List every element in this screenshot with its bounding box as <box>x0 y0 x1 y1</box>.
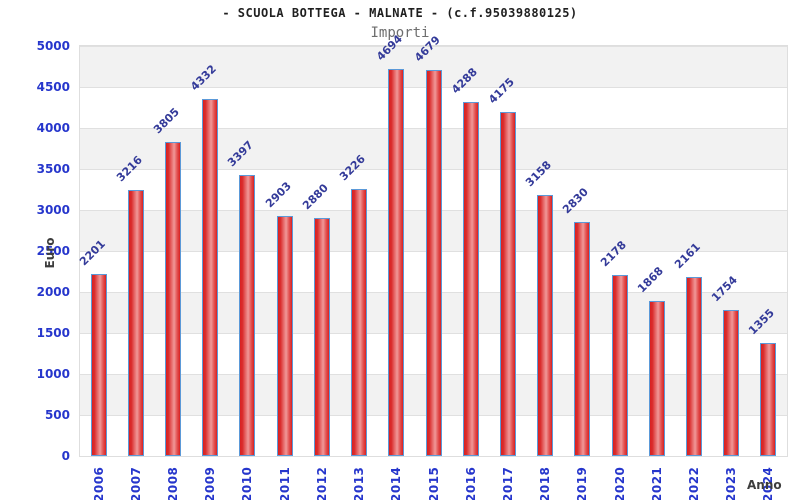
y-axis-tick-label: 1500 <box>36 326 70 340</box>
y-axis-tick-label: 2500 <box>36 244 70 258</box>
bar-2021 <box>649 301 665 456</box>
bar-value-label: 1355 <box>746 306 777 338</box>
bar-value-label: 2903 <box>263 179 294 211</box>
bar-2013 <box>351 189 367 456</box>
bar-2009 <box>202 99 218 456</box>
bar-value-label: 1868 <box>635 264 666 296</box>
chart-title: - SCUOLA BOTTEGA - MALNATE - (c.f.950398… <box>222 6 578 20</box>
x-axis-tick-label: 2009 <box>203 466 217 500</box>
bar-value-label: 2161 <box>672 240 703 272</box>
bar-2010 <box>239 175 255 456</box>
bar-value-label: 4175 <box>486 75 517 107</box>
y-axis-tick-label: 500 <box>44 408 70 422</box>
x-axis-tick-label: 2022 <box>687 466 701 500</box>
x-axis-tick-label: 2011 <box>278 466 292 500</box>
x-axis-tick-label: 2008 <box>166 466 180 500</box>
bar-2016 <box>463 102 479 456</box>
x-axis-tick-label: 2020 <box>613 466 627 500</box>
bar-2017 <box>500 112 516 456</box>
y-axis-tick-label: 1000 <box>36 367 70 381</box>
bar-2024 <box>760 343 776 456</box>
bar-value-label: 2830 <box>560 185 591 217</box>
bar-2014 <box>388 69 404 456</box>
bar-value-label: 3805 <box>151 105 182 137</box>
plot-area: 2201 3216 3805 4332 3397 2903 2880 3226 4694 4679… <box>77 32 788 457</box>
x-axis-tick-label: 2006 <box>92 466 106 500</box>
bar-2012 <box>314 218 330 456</box>
bar-2011 <box>277 216 293 456</box>
bar-2018 <box>537 195 553 456</box>
y-axis-tick-label: 0 <box>61 449 70 463</box>
y-axis-tick-label: 3500 <box>36 162 70 176</box>
bar-value-label: 3226 <box>337 152 368 184</box>
bar-value-label: 3397 <box>225 138 256 170</box>
y-axis-tick-label: 2000 <box>36 285 70 299</box>
bar-2022 <box>686 277 702 456</box>
bar-value-label: 4332 <box>188 62 219 94</box>
bar-2023 <box>723 310 739 456</box>
x-axis-tick-label: 2023 <box>724 466 738 500</box>
bar-value-label: 2178 <box>598 238 629 270</box>
y-axis-tick-label: 4000 <box>36 121 70 135</box>
bar-2007 <box>128 190 144 456</box>
bar-value-label: 2201 <box>77 237 108 269</box>
x-axis-tick-label: 2010 <box>240 466 254 500</box>
x-axis-tick-label: 2014 <box>389 466 403 500</box>
bar-value-label: 1754 <box>709 273 740 305</box>
bar-value-label: 3158 <box>523 158 554 190</box>
x-axis-tick-label: 2018 <box>538 466 552 500</box>
bar-value-label: 2880 <box>300 181 331 213</box>
x-axis-tick-label: 2012 <box>315 466 329 500</box>
y-axis-tick-label: 3000 <box>36 203 70 217</box>
bar-value-label: 3216 <box>114 153 145 185</box>
bar-2015 <box>426 70 442 456</box>
x-axis-title: Anno <box>747 478 782 492</box>
y-axis-tick-label: 4500 <box>36 80 70 94</box>
x-axis-tick-label: 2015 <box>427 466 441 500</box>
x-axis-tick-label: 2021 <box>650 466 664 500</box>
x-axis-tick-label: 2017 <box>501 466 515 500</box>
chart-subtitle: Importi <box>370 25 430 41</box>
bar-2008 <box>165 142 181 456</box>
x-axis-tick-label: 2013 <box>352 466 366 500</box>
bar-2019 <box>574 222 590 456</box>
bar-value-label: 4288 <box>449 65 480 97</box>
x-axis-tick-label: 2007 <box>129 466 143 500</box>
bar-2020 <box>612 275 628 456</box>
y-axis-tick-label: 5000 <box>36 39 70 53</box>
bar-2006 <box>91 274 107 456</box>
y-axis-title: Euro <box>43 237 57 269</box>
x-axis-tick-label: 2016 <box>464 466 478 500</box>
x-axis-tick-label: 2019 <box>575 466 589 500</box>
